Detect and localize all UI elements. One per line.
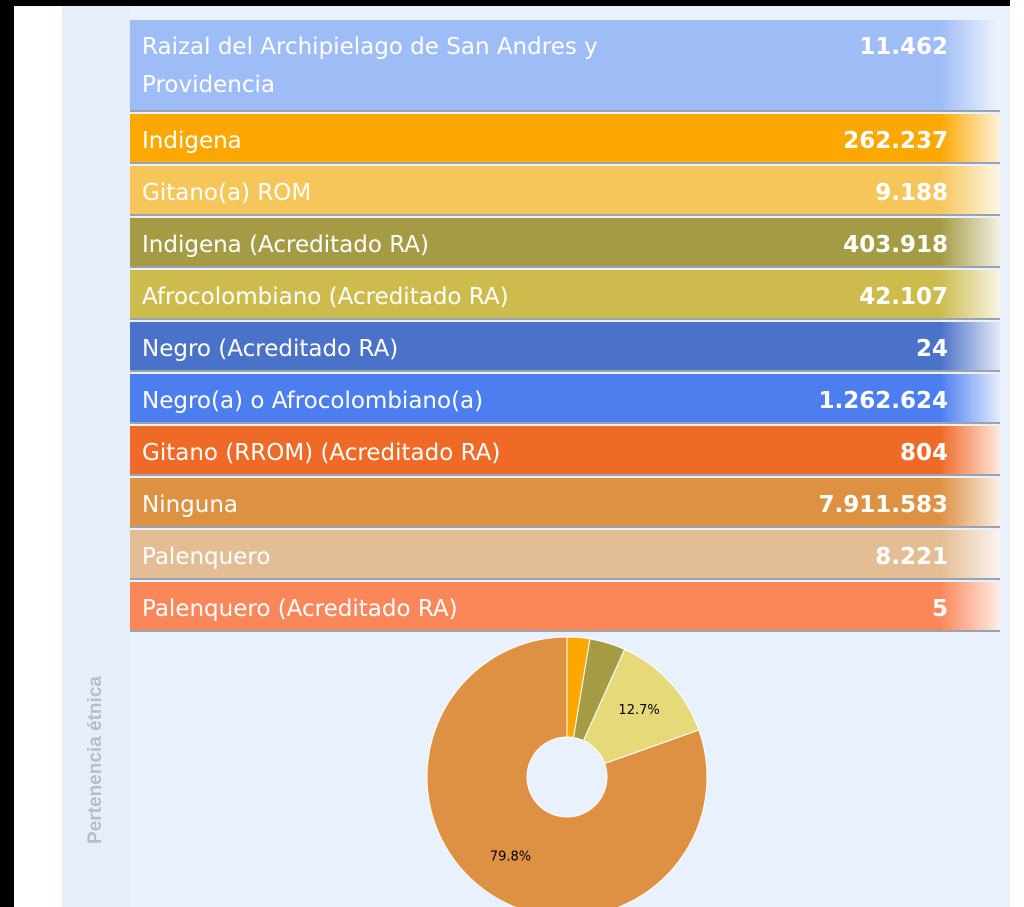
row-fade (940, 478, 1000, 526)
row-fade (940, 582, 1000, 630)
row-fade (940, 270, 1000, 318)
row-label: Indigena (142, 128, 242, 154)
table-row: Ninguna 7.911.583 (130, 478, 1000, 528)
donut-slice (582, 648, 700, 765)
table-row: Palenquero 8.221 (130, 530, 1000, 580)
row-fade (940, 426, 1000, 474)
row-value: 42.107 (859, 284, 948, 310)
row-label: Negro (Acreditado RA) (142, 336, 399, 362)
row-label: Indigena (Acreditado RA) (142, 232, 429, 258)
row-label: Palenquero (142, 544, 271, 570)
row-value: 804 (899, 440, 948, 466)
slice-label: 12.7% (618, 703, 659, 718)
row-value: 9.188 (875, 180, 948, 206)
table-row: Negro (Acreditado RA) 24 (130, 322, 1000, 372)
table-row: Gitano (RROM) (Acreditado RA) 804 (130, 426, 1000, 476)
row-value: 8.221 (875, 544, 948, 570)
row-value: 262.237 (843, 128, 948, 154)
table-row: Gitano(a) ROM 9.188 (130, 166, 1000, 216)
table-row: Afrocolombiano (Acreditado RA) 42.107 (130, 270, 1000, 320)
row-label: Gitano (RROM) (Acreditado RA) (142, 440, 501, 466)
sidebar (62, 6, 130, 907)
table-row: Indigena (Acreditado RA) 403.918 (130, 218, 1000, 268)
table-row: Raizal del Archipielago de San Andres y … (130, 20, 1000, 112)
table-row: Negro(a) o Afrocolombiano(a) 1.262.624 (130, 374, 1000, 424)
row-fade (940, 374, 1000, 422)
row-fade (940, 218, 1000, 266)
row-label: Gitano(a) ROM (142, 180, 312, 206)
table-row: Indigena 262.237 (130, 114, 1000, 164)
row-fade (940, 530, 1000, 578)
row-value: 11.462 (859, 34, 948, 60)
row-value: 403.918 (843, 232, 948, 258)
row-label: Raizal del Archipielago de San Andres y … (142, 34, 598, 98)
row-value: 7.911.583 (818, 492, 949, 518)
row-fade (940, 20, 1000, 110)
row-label: Palenquero (Acreditado RA) (142, 596, 458, 622)
row-label: Ninguna (142, 492, 239, 518)
row-fade (940, 322, 1000, 370)
table-row: Palenquero (Acreditado RA)5 (130, 582, 1000, 632)
row-fade (940, 114, 1000, 162)
row-fade (940, 166, 1000, 214)
slice-label: 79.8% (490, 850, 531, 865)
donut-slice (426, 636, 708, 907)
row-label: Negro(a) o Afrocolombiano(a) (142, 388, 484, 414)
row-value: 1.262.624 (818, 388, 949, 414)
row-label: Afrocolombiano (Acreditado RA) (142, 284, 509, 310)
